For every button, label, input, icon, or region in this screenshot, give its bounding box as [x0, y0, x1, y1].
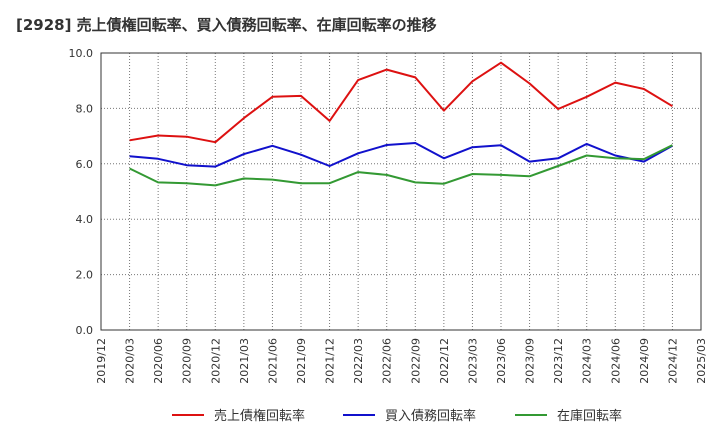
y-tick-label: 6.0	[76, 158, 94, 171]
x-tick-label: 2024/12	[666, 338, 679, 384]
series-line-3	[129, 144, 673, 187]
legend-label-3: 在庫回転率	[557, 408, 622, 424]
series-line-1	[129, 61, 673, 144]
x-tick-label: 2023/12	[552, 338, 565, 384]
x-tick-label: 2022/06	[381, 338, 394, 384]
x-tick-label: 2019/12	[95, 338, 108, 384]
x-tick-label: 2021/03	[238, 338, 251, 384]
x-tick-label: 2020/06	[152, 338, 165, 384]
x-tick-label: 2024/06	[609, 338, 622, 384]
x-tick-label: 2022/12	[438, 338, 451, 384]
y-tick-label: 0.0	[76, 324, 94, 337]
x-tick-label: 2023/09	[524, 338, 537, 384]
x-tick-label: 2025/03	[695, 338, 708, 384]
y-tick-label: 2.0	[76, 269, 94, 282]
chart-title: [2928] 売上債権回転率、買入債務回転率、在庫回転率の推移	[16, 16, 437, 34]
x-tick-label: 2024/03	[581, 338, 594, 384]
x-tick-label: 2021/09	[295, 338, 308, 384]
plot-border	[100, 52, 702, 331]
x-tick-label: 2022/03	[352, 338, 365, 384]
y-tick-label: 4.0	[76, 213, 94, 226]
x-tick-label: 2023/06	[495, 338, 508, 384]
x-tick-label: 2021/06	[266, 338, 279, 384]
x-tick-label: 2020/09	[181, 338, 194, 384]
x-tick-label: 2020/03	[124, 338, 137, 384]
y-tick-label: 10.0	[69, 47, 94, 60]
series-line-2	[129, 142, 673, 168]
legend-label-2: 買入債務回転率	[385, 408, 476, 424]
x-tick-label: 2024/09	[638, 338, 651, 384]
legend-label-1: 売上債権回転率	[214, 408, 305, 424]
x-tick-label: 2023/03	[466, 338, 479, 384]
y-tick-label: 8.0	[76, 102, 94, 115]
x-tick-label: 2020/12	[209, 338, 222, 384]
plot-area	[101, 53, 701, 330]
x-tick-label: 2021/12	[324, 338, 337, 384]
x-tick-label: 2022/09	[409, 338, 422, 384]
